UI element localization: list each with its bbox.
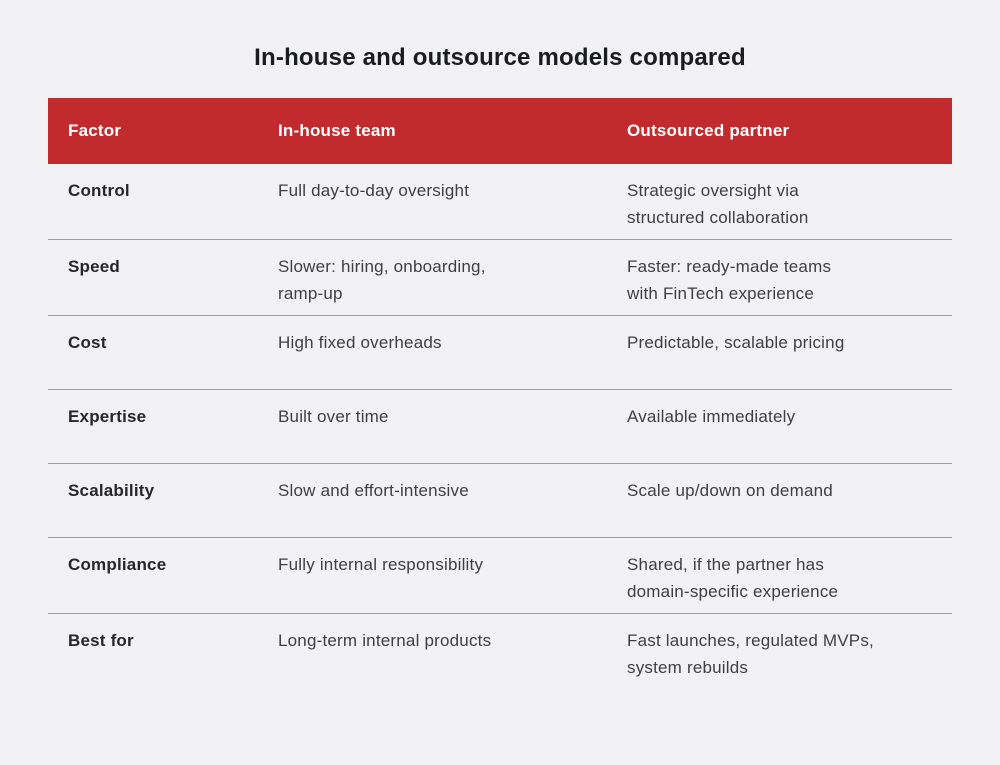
table-row: Control Full day-to-day oversight Strate… (48, 164, 952, 240)
table-header-row: Factor In-house team Outsourced partner (48, 98, 952, 164)
page-title: In-house and outsource models compared (254, 44, 746, 71)
cell-factor: Control (68, 181, 130, 200)
header-cell-outsourced: Outsourced partner (627, 121, 790, 140)
cell-inhouse: Long-term internal products (278, 631, 492, 650)
cell-inhouse: Slow and effort-intensive (278, 481, 469, 500)
cell-factor: Best for (68, 631, 134, 650)
cell-inhouse: High fixed overheads (278, 333, 442, 352)
table-row: Best for Long-term internal products Fas… (48, 614, 952, 729)
cell-outsourced: Strategic oversight via structured colla… (627, 181, 809, 227)
cell-outsourced: Available immediately (627, 407, 796, 426)
cell-outsourced: Scale up/down on demand (627, 481, 833, 500)
table-row: Compliance Fully internal responsibility… (48, 538, 952, 614)
cell-factor: Speed (68, 257, 121, 276)
cell-outsourced: Predictable, scalable pricing (627, 333, 845, 352)
header-cell-inhouse: In-house team (278, 121, 396, 140)
comparison-table: Factor In-house team Outsourced partner … (48, 98, 952, 729)
cell-factor: Compliance (68, 555, 167, 574)
cell-outsourced: Shared, if the partner has domain-specif… (627, 555, 839, 601)
header-cell-factor: Factor (68, 121, 122, 140)
cell-factor: Expertise (68, 407, 147, 426)
cell-outsourced: Fast launches, regulated MVPs, system re… (627, 631, 874, 677)
cell-inhouse: Built over time (278, 407, 389, 426)
table-row: Expertise Built over time Available imme… (48, 390, 952, 464)
cell-factor: Cost (68, 333, 107, 352)
cell-inhouse: Full day-to-day oversight (278, 181, 470, 200)
cell-inhouse: Fully internal responsibility (278, 555, 484, 574)
cell-factor: Scalability (68, 481, 155, 500)
table-row: Scalability Slow and effort-intensive Sc… (48, 464, 952, 538)
cell-outsourced: Faster: ready-made teams with FinTech ex… (627, 257, 832, 303)
table-row: Speed Slower: hiring, onboarding, ramp-u… (48, 240, 952, 316)
cell-inhouse: Slower: hiring, onboarding, ramp-up (278, 257, 486, 303)
table-row: Cost High fixed overheads Predictable, s… (48, 316, 952, 390)
